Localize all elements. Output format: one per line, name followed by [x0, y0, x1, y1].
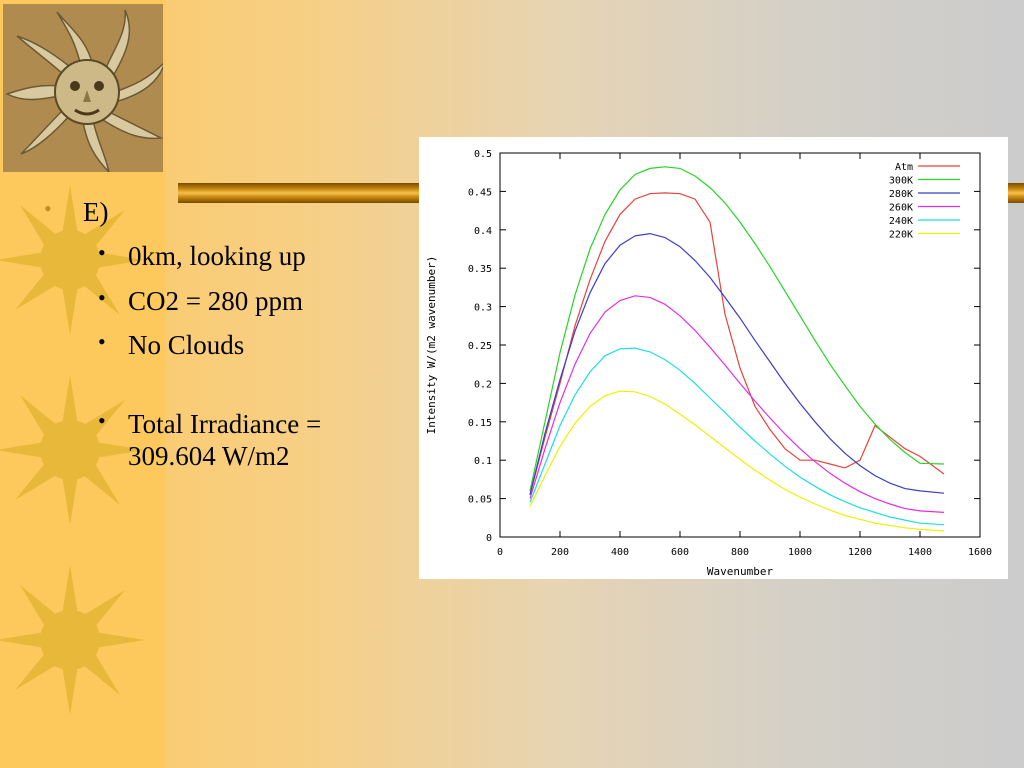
bullet-dot-icon: • — [98, 407, 106, 433]
x-tick-label: 1600 — [968, 547, 992, 558]
x-tick-label: 0 — [497, 547, 503, 558]
x-tick-label: 1400 — [908, 547, 932, 558]
series-line-220k — [529, 390, 945, 532]
x-tick-label: 1000 — [788, 547, 812, 558]
y-tick-label: 0 — [486, 533, 492, 544]
bullet-text: CO2 = 280 ppm — [128, 285, 303, 316]
bullet-dot-icon: • — [98, 284, 106, 310]
y-tick-label: 0.3 — [474, 303, 492, 314]
y-tick-label: 0.2 — [474, 379, 492, 390]
series-line-atm — [529, 192, 945, 495]
heading-text: E) — [83, 197, 109, 227]
y-tick-label: 0.45 — [468, 187, 492, 198]
bullet-text: 0km, looking up — [128, 241, 306, 272]
spectrum-chart: 0 0.05 0.1 0.15 0.2 0.25 0.3 0.35 0.4 0.45 0.5 0 200… — [419, 137, 1008, 579]
series-line-240k — [529, 347, 945, 526]
y-tick-label: 0.4 — [474, 226, 492, 237]
x-tick-label: 200 — [551, 547, 569, 558]
legend-label: 260K — [889, 203, 913, 214]
y-tick-label: 0.1 — [474, 456, 492, 467]
bullet-item: • Total Irradiance = 309.604 W/m2 — [40, 408, 400, 473]
series-line-300k — [529, 166, 945, 492]
x-tick-label: 400 — [611, 547, 629, 558]
y-tick-label: 0.05 — [468, 495, 492, 506]
x-tick-label: 600 — [671, 547, 689, 558]
x-tick-label: 800 — [731, 547, 749, 558]
y-axis-label: Intensity W/(m2 wavenumber) — [425, 256, 438, 435]
legend-label: 280K — [889, 189, 913, 200]
x-axis-label: Wavenumber — [707, 565, 774, 578]
y-tick-label: 0.25 — [468, 341, 492, 352]
chart-svg: 0 0.05 0.1 0.15 0.2 0.25 0.3 0.35 0.4 0.45 0.5 0 200… — [425, 149, 992, 578]
bullet-heading: • E) — [40, 196, 400, 228]
bullet-item: • 0km, looking up — [40, 240, 400, 272]
bullet-dot-icon: • — [98, 240, 106, 266]
series-line-280k — [529, 232, 945, 495]
series-line-260k — [529, 295, 945, 513]
sun-face-icon — [5, 9, 166, 175]
bullet-dot-icon: • — [98, 329, 106, 355]
bullet-item: • CO2 = 280 ppm — [40, 285, 400, 317]
bullet-dot-icon: • — [44, 196, 52, 221]
y-tick-label: 0.15 — [468, 418, 492, 429]
legend-label: Atm — [895, 162, 913, 173]
slide-bullets: • E) • 0km, looking up • CO2 = 280 ppm •… — [40, 196, 400, 472]
sun-icon — [0, 565, 145, 715]
bullet-item: • No Clouds — [40, 329, 400, 361]
legend-label: 240K — [889, 216, 913, 227]
y-tick-label: 0.35 — [468, 264, 492, 275]
x-tick-label: 1200 — [848, 547, 872, 558]
y-tick-label: 0.5 — [474, 149, 492, 160]
bullet-text: No Clouds — [128, 330, 245, 361]
bullet-text: Total Irradiance = 309.604 W/m2 — [128, 408, 322, 471]
sun-face-logo — [3, 4, 166, 175]
legend-label: 220K — [889, 230, 913, 241]
legend-label: 300K — [889, 176, 913, 187]
